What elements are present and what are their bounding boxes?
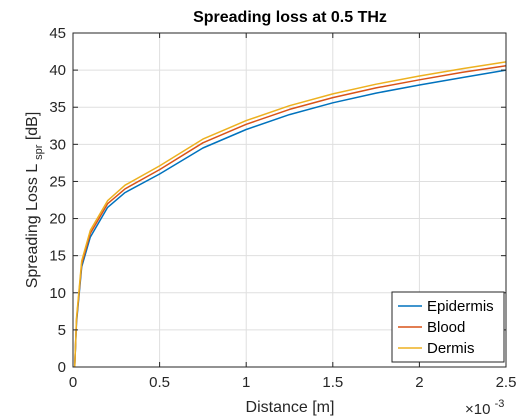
y-tick-label: 30 — [49, 136, 66, 153]
x-multiplier-base: ×10 — [465, 401, 490, 418]
x-axis-multiplier: ×10 -3 — [465, 398, 504, 418]
x-axis-label: Distance [m] — [246, 399, 335, 416]
chart-title: Spreading loss at 0.5 THz — [193, 9, 387, 26]
y-tick-label: 25 — [49, 173, 66, 190]
series-line-blood — [73, 64, 507, 368]
legend-label: Blood — [427, 319, 465, 336]
legend-label: Dermis — [427, 340, 475, 357]
x-tick-label: 2.5 — [496, 374, 517, 391]
y-tick-label: 5 — [58, 322, 66, 339]
y-axis-label-unit: [dB] — [24, 112, 41, 140]
y-tick-label: 20 — [49, 211, 66, 228]
y-axis-label: Spreading Loss L spr [dB] — [24, 112, 46, 289]
series-lines — [73, 61, 507, 368]
series-line-epidermis — [73, 69, 507, 368]
y-tick-label: 10 — [49, 285, 66, 302]
x-tick-label: 0.5 — [149, 374, 170, 391]
y-tick-label: 45 — [49, 25, 66, 42]
x-tick-label: 0 — [69, 374, 77, 391]
x-tick-label: 2 — [415, 374, 423, 391]
x-multiplier-exponent: -3 — [495, 398, 505, 410]
y-tick-label: 15 — [49, 248, 66, 265]
y-tick-label: 40 — [49, 62, 66, 79]
axis-ticks: 0 0.5 1 1.5 2 2.5 0 5 10 15 20 25 30 35 40 45 — [49, 25, 516, 391]
plot-area-frame — [72, 32, 507, 368]
legend: Epidermis Blood Dermis — [391, 291, 505, 363]
x-tick-label: 1.5 — [322, 374, 343, 391]
y-tick-label: 0 — [58, 359, 66, 376]
y-axis-label-subscript: spr — [33, 144, 45, 160]
y-tick-label: 35 — [49, 99, 66, 116]
series-line-dermis — [73, 61, 507, 368]
legend-label: Epidermis — [427, 298, 494, 315]
x-tick-label: 1 — [242, 374, 250, 391]
y-axis-label-main: Spreading Loss L — [24, 164, 41, 289]
